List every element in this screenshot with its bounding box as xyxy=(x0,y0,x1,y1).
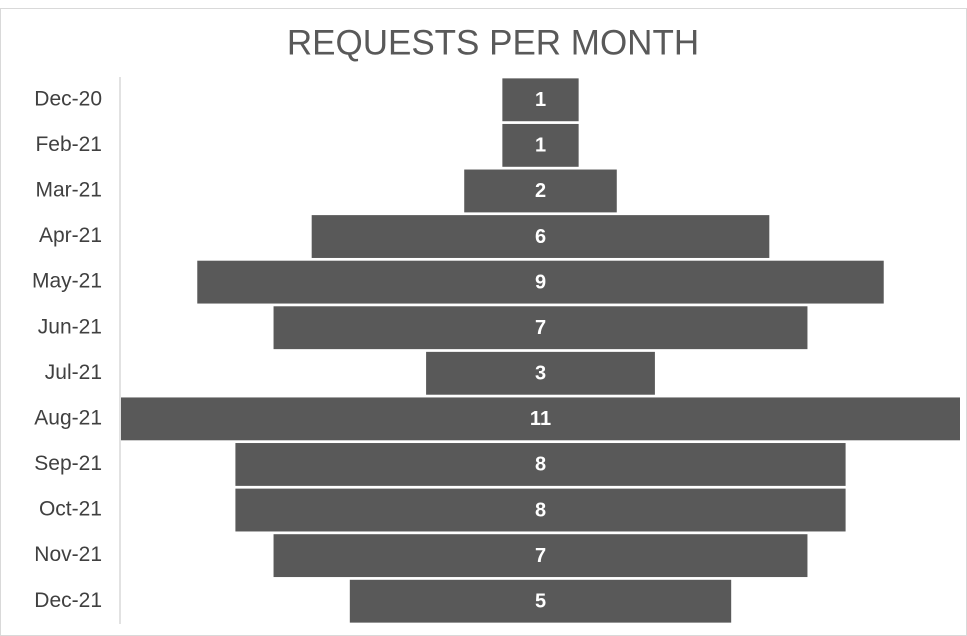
bar xyxy=(197,260,884,304)
y-tick-label: Mar-21 xyxy=(35,179,102,202)
bar xyxy=(273,534,808,578)
chart-title: REQUESTS PER MONTH xyxy=(287,23,699,62)
y-tick-label: Nov-21 xyxy=(34,543,102,566)
bar xyxy=(464,169,617,213)
data-label: 7 xyxy=(535,545,546,567)
y-tick-label: Aug-21 xyxy=(34,406,102,429)
data-label: 1 xyxy=(535,89,546,111)
y-tick-label: May-21 xyxy=(32,270,102,293)
data-label: 9 xyxy=(535,271,546,293)
y-tick-label: Jun-21 xyxy=(38,315,102,338)
bar xyxy=(502,123,579,167)
data-label: 11 xyxy=(530,408,551,430)
y-tick-label: Jul-21 xyxy=(45,361,102,384)
bar xyxy=(235,443,846,486)
data-label: 8 xyxy=(535,499,546,521)
bar xyxy=(121,397,960,441)
data-label: 6 xyxy=(535,226,546,248)
bar xyxy=(273,306,808,350)
bar xyxy=(426,351,655,395)
data-label: 1 xyxy=(535,135,546,157)
y-tick-label: Sep-21 xyxy=(34,452,102,475)
y-tick-label: Feb-21 xyxy=(35,133,102,156)
bar xyxy=(311,215,770,258)
y-tick-label: Oct-21 xyxy=(39,498,102,521)
y-tick-label: Dec-21 xyxy=(34,589,102,612)
y-tick-label: Dec-20 xyxy=(34,87,102,110)
data-label: 7 xyxy=(535,317,546,339)
data-label: 8 xyxy=(535,454,546,476)
data-label: 3 xyxy=(535,363,546,385)
bar xyxy=(502,78,579,122)
y-tick-label: Apr-21 xyxy=(39,224,102,247)
bar xyxy=(235,488,846,532)
data-label: 2 xyxy=(535,180,546,202)
bar xyxy=(349,579,732,623)
data-label: 5 xyxy=(535,590,546,612)
